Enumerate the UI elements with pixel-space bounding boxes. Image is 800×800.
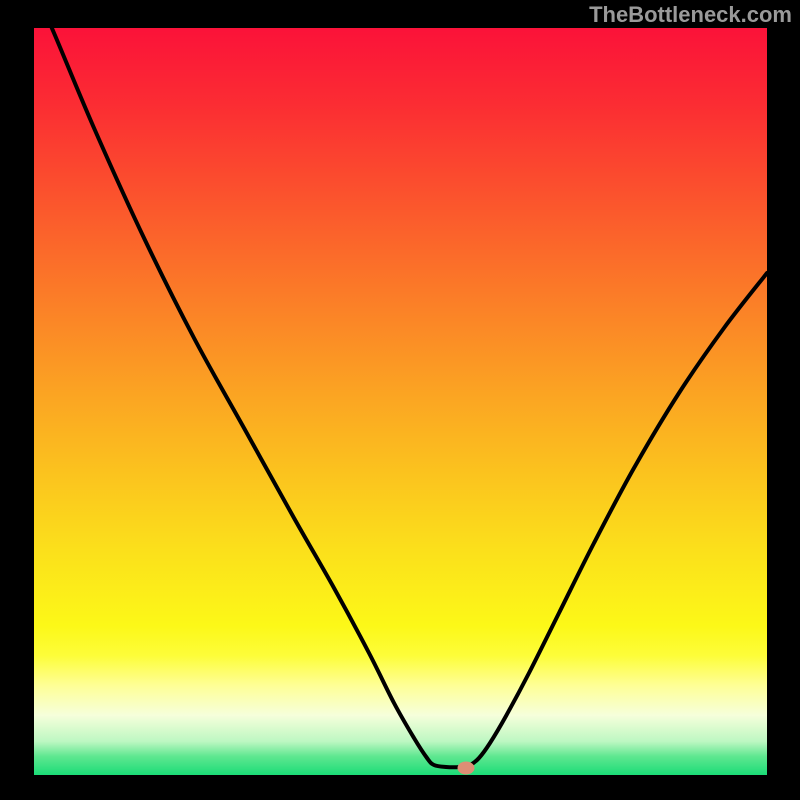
watermark-text: TheBottleneck.com	[589, 2, 792, 28]
chart-container: { "watermark": { "text": "TheBottleneck.…	[0, 0, 800, 800]
optimal-point-marker	[458, 762, 475, 775]
bottleneck-curve	[34, 28, 767, 775]
plot-area	[34, 28, 767, 775]
